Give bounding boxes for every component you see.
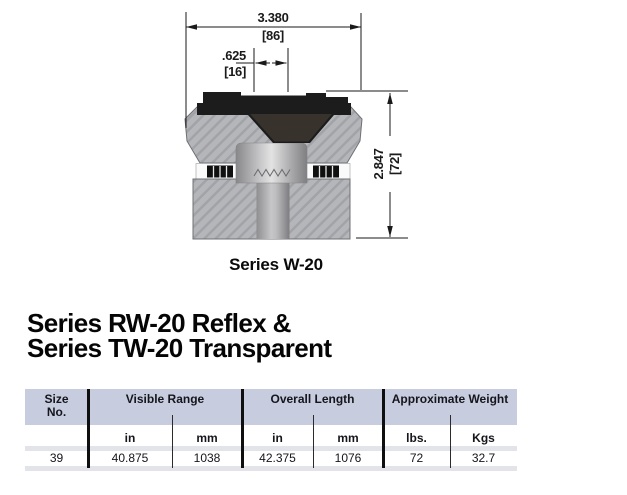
cell-visible-mm: 1038 [193, 451, 221, 465]
subcol-overall-in: in [272, 431, 283, 445]
table-stripe [25, 446, 517, 451]
dim-width-mm: [86] [262, 28, 284, 43]
top-gasket [197, 92, 351, 143]
spec-table: Size No. Visible Range Overall Length Ap… [25, 389, 517, 472]
cell-weight-kgs: 32.7 [471, 451, 496, 465]
col-header-size-line2: No. [46, 405, 67, 419]
page-title: Series RW-20 Reflex & Series TW-20 Trans… [27, 308, 332, 363]
thread-symbol [253, 168, 291, 177]
table-group-divider [87, 389, 90, 468]
table-subcol-divider [172, 415, 173, 468]
stem [256, 183, 290, 239]
dim-glass-mm: [16] [224, 64, 246, 79]
subcol-weight-kgs: Kgs [472, 431, 495, 445]
cell-size-no: 39 [49, 451, 64, 465]
table-group-divider [241, 389, 244, 468]
center-cylinder [235, 142, 308, 184]
cell-overall-in: 42.375 [259, 451, 296, 465]
subcol-overall-mm: mm [337, 431, 359, 445]
cell-visible-in: 40.875 [111, 451, 149, 465]
dimension-width [185, 12, 362, 128]
glass-funnel [250, 114, 332, 142]
cell-weight-lbs: 72 [409, 451, 424, 465]
table-subcol-divider [450, 415, 451, 468]
subcol-weight-lbs: lbs. [406, 431, 427, 445]
dim-width-in: 3.380 [257, 10, 288, 25]
col-group-overall-length: Overall Length [270, 392, 355, 406]
dimension-glass-slot [236, 48, 289, 92]
subcol-visible-in: in [124, 431, 136, 445]
cushion-seals [207, 165, 339, 178]
col-header-size-line1: Size [44, 392, 69, 406]
col-group-visible-range: Visible Range [125, 392, 205, 406]
col-header-size: Size No. [25, 393, 88, 419]
dim-height-mm: [72] [387, 153, 402, 175]
page-title-line1: Series RW-20 Reflex & [27, 308, 291, 338]
cell-overall-mm: 1076 [334, 451, 362, 465]
figure-caption: Series W-20 [229, 255, 323, 274]
table-group-divider [382, 389, 385, 468]
subcol-visible-mm: mm [196, 431, 218, 445]
page-title-line2: Series TW-20 Transparent [27, 333, 332, 363]
technical-drawing: 3.380 [86] .625 [16] 2.847 [72] Series W… [184, 10, 408, 274]
col-group-approx-weight: Approximate Weight [391, 392, 509, 406]
dim-height-in: 2.847 [371, 148, 386, 179]
table-subcol-divider [313, 415, 314, 468]
table-stripe [25, 466, 517, 471]
table-header-band [25, 389, 517, 425]
dim-glass-in: .625 [222, 48, 246, 63]
dim-height-text-mask [372, 136, 402, 192]
